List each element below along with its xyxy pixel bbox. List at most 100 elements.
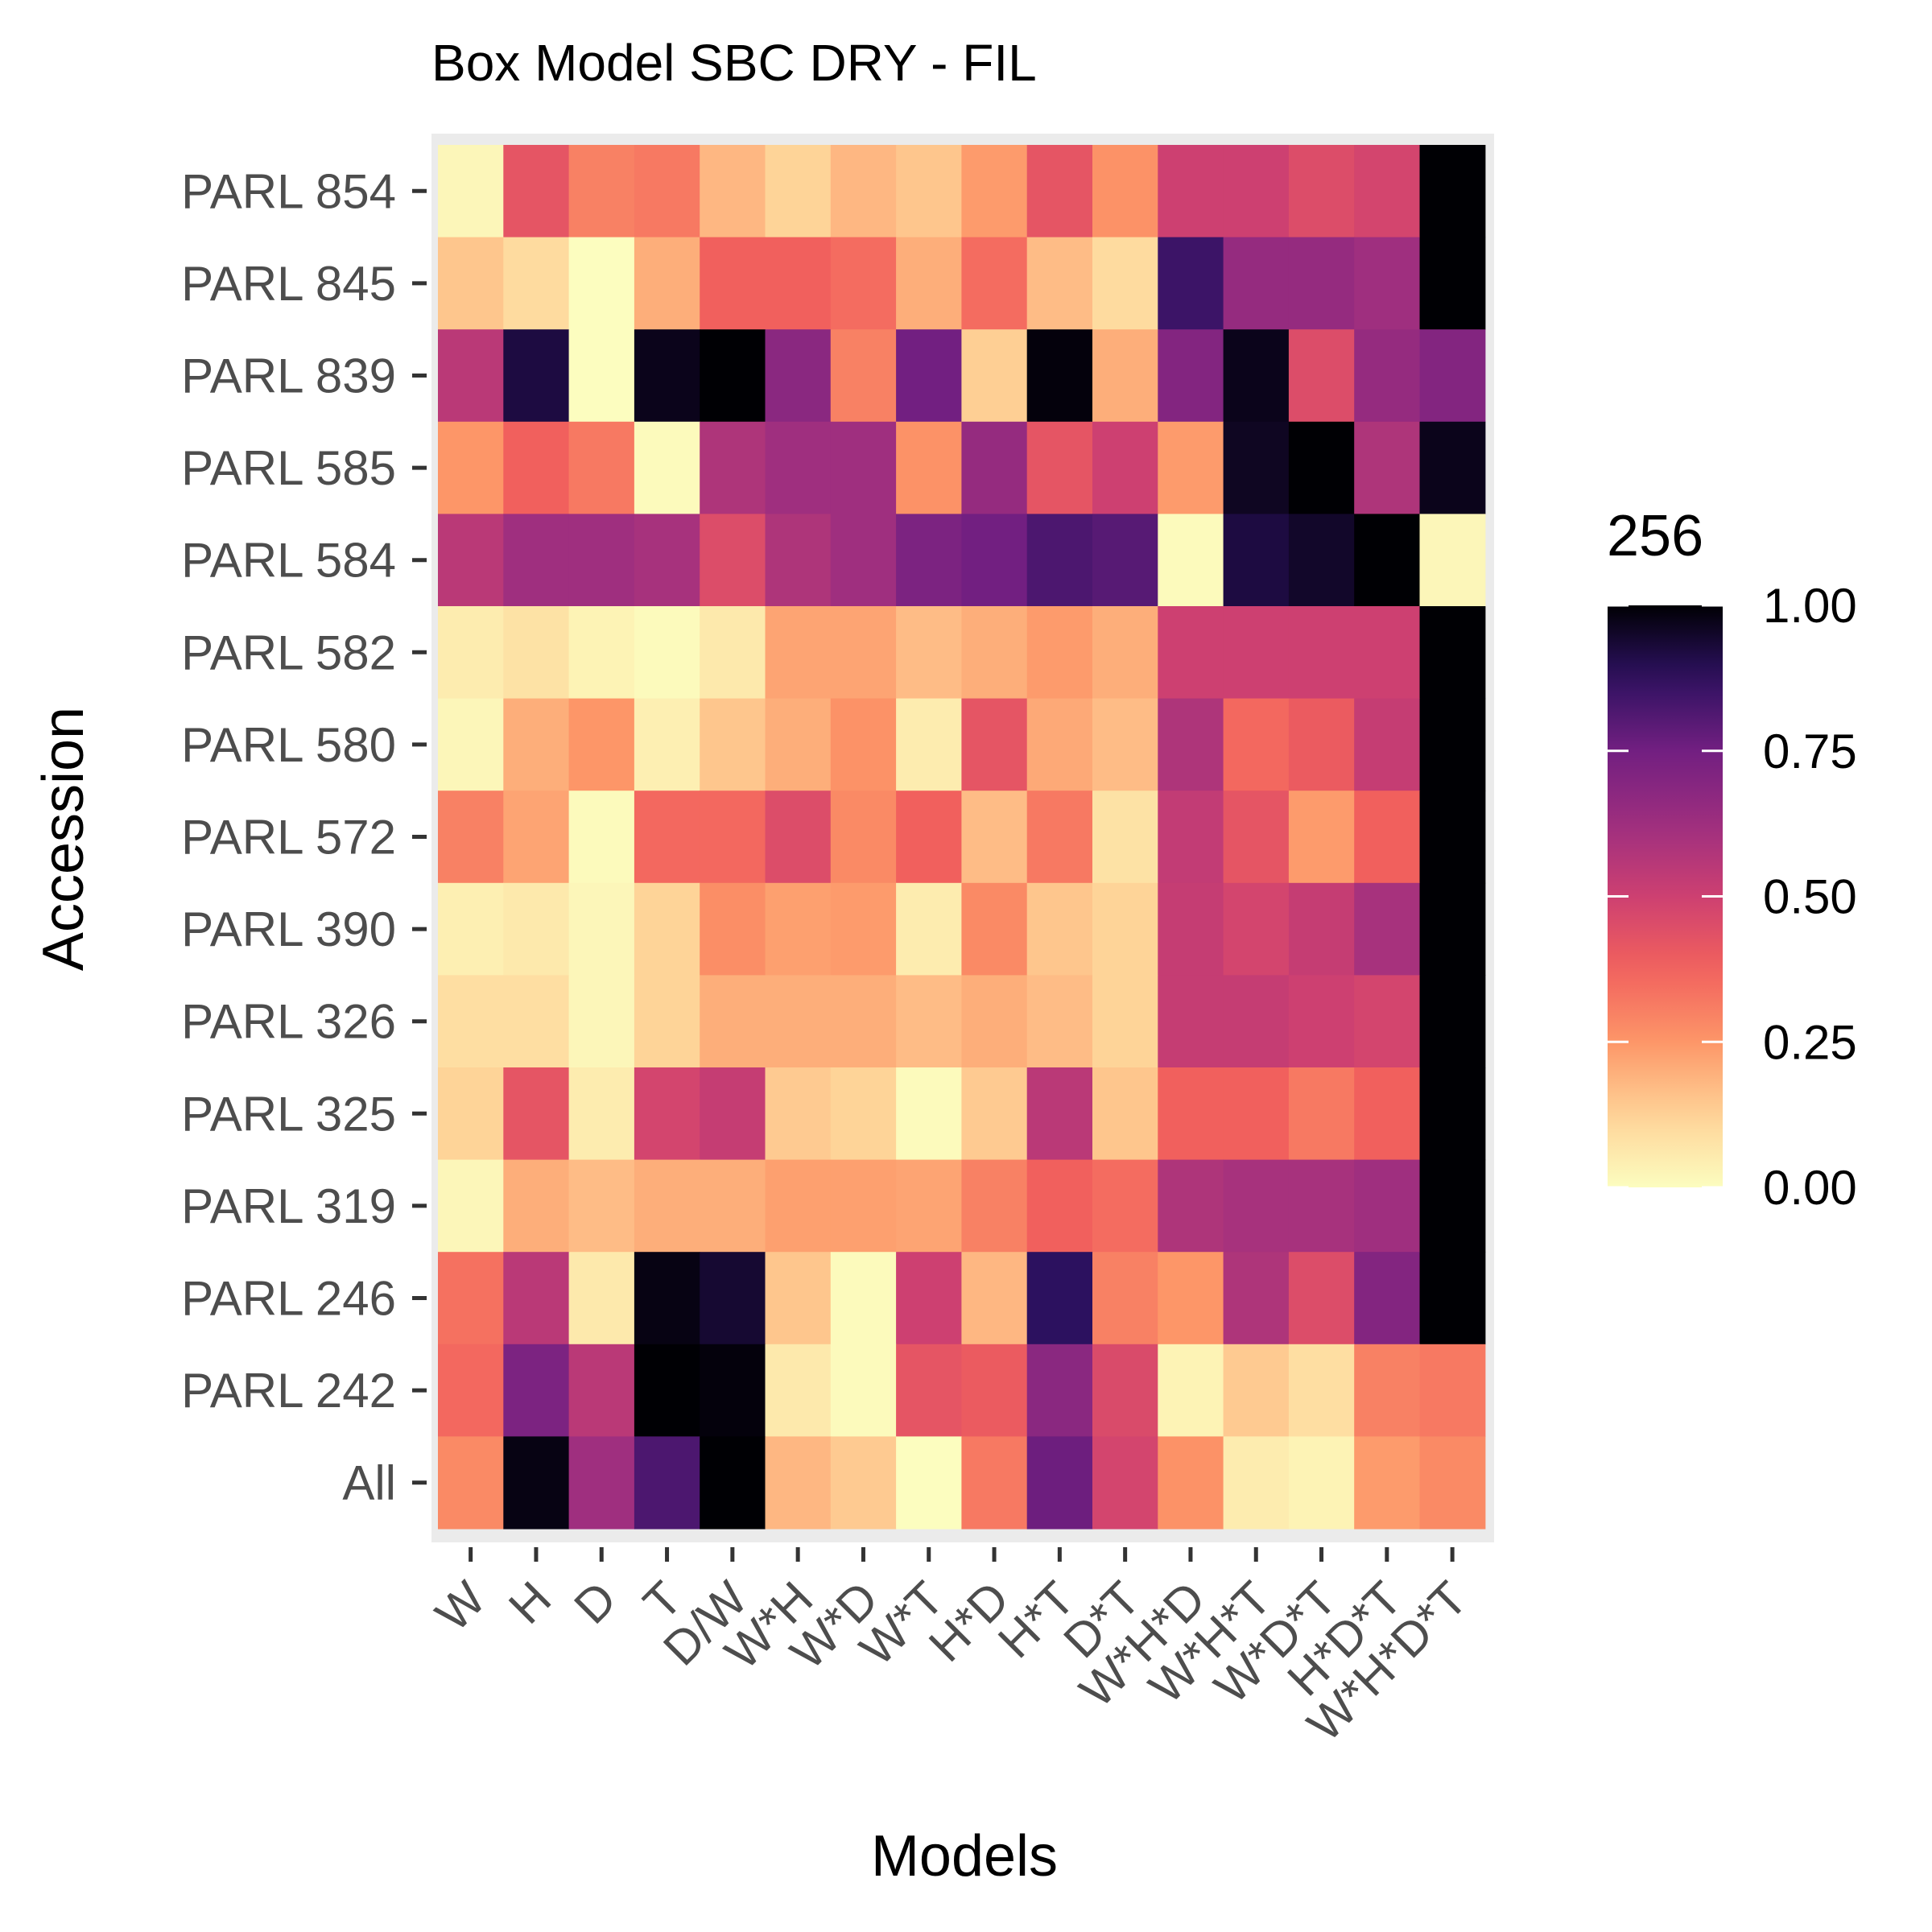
y-axis: PARL 854 PARL 845 PARL 839 PARL 585 PARL 584…	[181, 164, 427, 1510]
heatmap-cell	[1354, 882, 1421, 976]
heatmap-cell	[765, 1344, 832, 1437]
heatmap-cell	[1158, 1159, 1224, 1253]
heatmap-cell	[1092, 1436, 1158, 1530]
heatmap-cell	[961, 1159, 1028, 1253]
heatmap-cell	[1354, 698, 1421, 791]
heatmap-cell	[1354, 421, 1421, 514]
heatmap-cell	[961, 1344, 1028, 1437]
heatmap-cell	[700, 606, 766, 700]
heatmap-cell	[1288, 606, 1355, 700]
heatmap-cell	[1419, 698, 1486, 791]
heatmap-cell	[1223, 237, 1290, 330]
heatmap-cell	[1223, 421, 1290, 514]
heatmap-cell	[503, 975, 570, 1068]
y-tick-label: PARL 584	[181, 534, 396, 588]
heatmap-cell	[1092, 421, 1158, 514]
chart-title: Box Model SBC DRY - FIL	[431, 34, 1037, 92]
y-tick-label: PARL 572	[181, 811, 396, 865]
heatmap-cell	[896, 1436, 962, 1530]
heatmap-cell	[503, 1252, 570, 1345]
heatmap-cell	[1092, 698, 1158, 791]
heatmap-cell	[830, 698, 897, 791]
legend-tick-label: 0.25	[1763, 1015, 1857, 1069]
heatmap-cell	[438, 606, 504, 700]
heatmap-cell	[634, 237, 700, 330]
heatmap-cell	[634, 882, 700, 976]
heatmap-cell	[1223, 791, 1290, 884]
heatmap-cell	[700, 1159, 766, 1253]
heatmap-cell	[1223, 1436, 1290, 1530]
heatmap-cell	[503, 698, 570, 791]
heatmap-cell	[1223, 1252, 1290, 1345]
heatmap-cell	[634, 329, 700, 423]
heatmap-cell	[1419, 237, 1486, 330]
heatmap-cell	[1419, 882, 1486, 976]
heatmap-cell	[896, 698, 962, 791]
heatmap-cell	[1419, 514, 1486, 607]
heatmap-cell	[961, 1252, 1028, 1345]
heatmap-cell	[503, 145, 570, 238]
heatmap-cell	[830, 421, 897, 514]
heatmap-cell	[503, 882, 570, 976]
y-tick-label: PARL 246	[181, 1272, 396, 1326]
heatmap-cell	[765, 1436, 832, 1530]
heatmap-cell	[700, 791, 766, 884]
x-tick-label: D	[564, 1571, 626, 1634]
y-tick-label: PARL 325	[181, 1087, 396, 1141]
y-tick-label: All	[342, 1456, 396, 1510]
heatmap-cell	[700, 1436, 766, 1530]
heatmap-cell	[1288, 145, 1355, 238]
heatmap-cell	[634, 975, 700, 1068]
heatmap-cell	[1026, 1067, 1093, 1161]
heatmap-cell	[1419, 606, 1486, 700]
heatmap-cell	[830, 1159, 897, 1253]
heatmap-cell	[700, 145, 766, 238]
heatmap-cell	[568, 791, 635, 884]
heatmap-cell	[896, 1067, 962, 1161]
heatmap-cell	[1288, 237, 1355, 330]
heatmap-cell	[896, 791, 962, 884]
heatmap-cell	[568, 882, 635, 976]
heatmap-cell	[503, 514, 570, 607]
heatmap-cell	[896, 1252, 962, 1345]
heatmap-cell	[1223, 1344, 1290, 1437]
heatmap-cell	[830, 606, 897, 700]
heatmap-cell	[700, 698, 766, 791]
y-tick-label: PARL 582	[181, 625, 396, 679]
heatmap-cell	[568, 237, 635, 330]
heatmap-cell	[1092, 975, 1158, 1068]
heatmap-cell	[961, 237, 1028, 330]
heatmap-cell	[1419, 1344, 1486, 1437]
heatmap-cell	[961, 882, 1028, 976]
heatmap-cell	[700, 237, 766, 330]
heatmap-cell	[700, 975, 766, 1068]
heatmap-cell	[1288, 1344, 1355, 1437]
heatmap-cell	[1092, 1067, 1158, 1161]
heatmap-cell	[568, 1252, 635, 1345]
heatmap-cell	[1026, 1252, 1093, 1345]
heatmap-cell	[1419, 329, 1486, 423]
heatmap-cell	[1026, 606, 1093, 700]
y-axis-label: Accession	[31, 707, 96, 971]
heatmap-cell	[438, 1344, 504, 1437]
heatmap-cell	[1158, 1344, 1224, 1437]
heatmap-cell	[1092, 791, 1158, 884]
heatmap-cell	[438, 145, 504, 238]
heatmap-cell	[765, 975, 832, 1068]
heatmap-cell	[1223, 1159, 1290, 1253]
legend-tick-label: 0.50	[1763, 870, 1857, 924]
heatmap-cell	[1419, 791, 1486, 884]
heatmap-cell	[830, 975, 897, 1068]
heatmap-cell	[1026, 698, 1093, 791]
heatmap-cell	[503, 1344, 570, 1437]
heatmap-cell	[1419, 421, 1486, 514]
heatmap-cell	[961, 1067, 1028, 1161]
heatmap-cell	[1354, 606, 1421, 700]
heatmap-cell	[1288, 421, 1355, 514]
heatmap-cell	[1354, 237, 1421, 330]
heatmap-cell	[634, 421, 700, 514]
heatmap-cell	[1223, 975, 1290, 1068]
heatmap-cell	[1354, 1344, 1421, 1437]
heatmap-cell	[1026, 421, 1093, 514]
heatmap-cell	[765, 1252, 832, 1345]
